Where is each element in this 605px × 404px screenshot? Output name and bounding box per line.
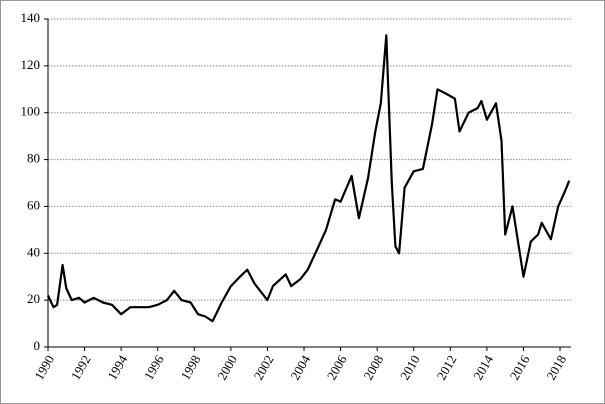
y-tick-label: 40 xyxy=(27,244,40,259)
y-tick-label: 0 xyxy=(34,338,41,353)
y-tick-label: 120 xyxy=(21,57,41,72)
line xyxy=(47,34,571,323)
y-tick-label: 140 xyxy=(21,10,41,25)
y-tick-label: 60 xyxy=(27,197,40,212)
y-tick-label: 80 xyxy=(27,151,40,166)
y-tick-label: 100 xyxy=(21,104,41,119)
y-tick-label: 20 xyxy=(27,291,40,306)
